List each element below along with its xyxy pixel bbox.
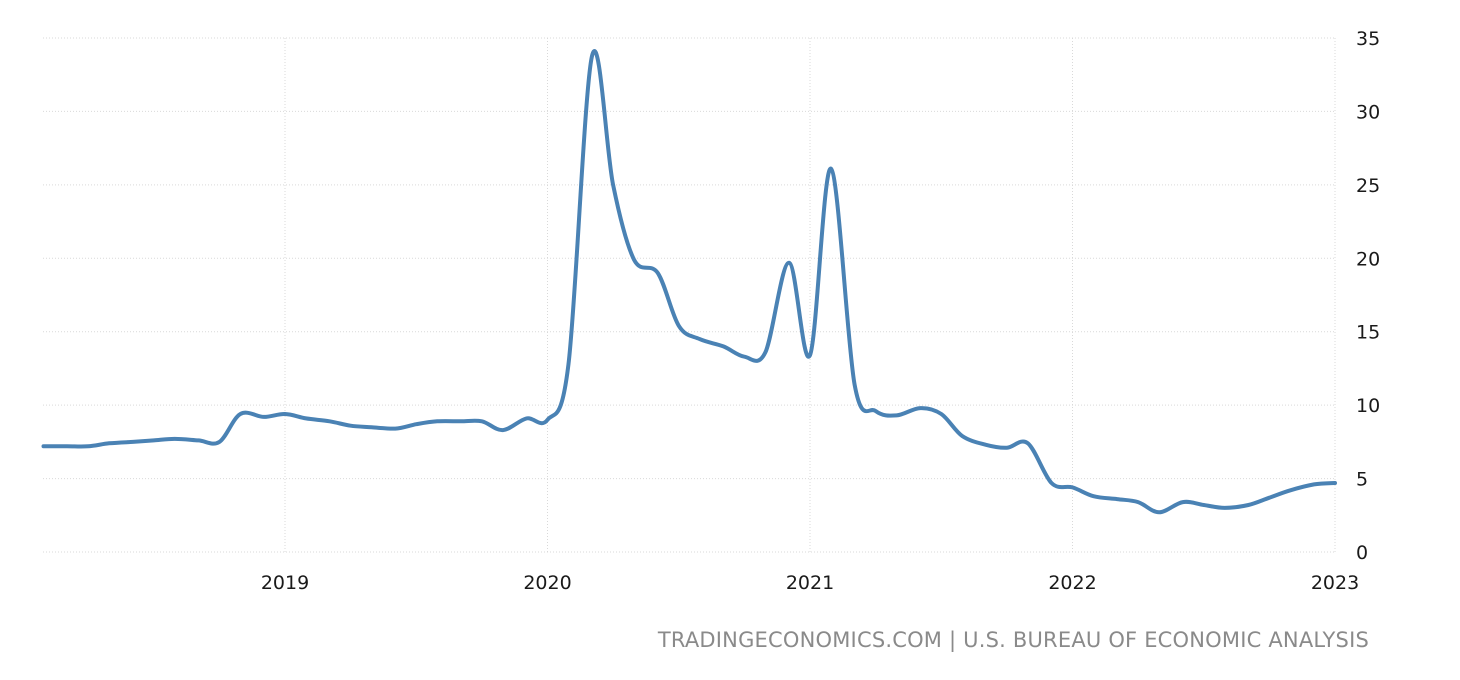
x-tick-label: 2020	[523, 572, 571, 594]
x-axis-tick-labels: 2019 2020 2021 2022 2023	[261, 572, 1359, 594]
series-lines	[41, 49, 1337, 515]
y-axis-tick-labels: 0 5 10 15 20 25 30 35	[1356, 28, 1380, 564]
y-tick-label: 20	[1356, 248, 1380, 270]
y-tick-label: 25	[1356, 175, 1380, 197]
y-tick-label: 0	[1356, 542, 1368, 564]
source-attribution: TRADINGECONOMICS.COM | U.S. BUREAU OF EC…	[657, 628, 1369, 652]
x-tick-label: 2023	[1311, 572, 1359, 594]
grid-lines	[43, 37, 1336, 553]
y-tick-label: 35	[1356, 28, 1380, 50]
y-tick-label: 30	[1356, 101, 1380, 123]
x-tick-label: 2019	[261, 572, 309, 594]
y-tick-label: 15	[1356, 322, 1380, 344]
y-tick-label: 5	[1356, 469, 1368, 491]
y-tick-label: 10	[1356, 395, 1380, 417]
x-tick-label: 2021	[786, 572, 834, 594]
series-line	[41, 49, 1337, 515]
x-tick-label: 2022	[1048, 572, 1096, 594]
